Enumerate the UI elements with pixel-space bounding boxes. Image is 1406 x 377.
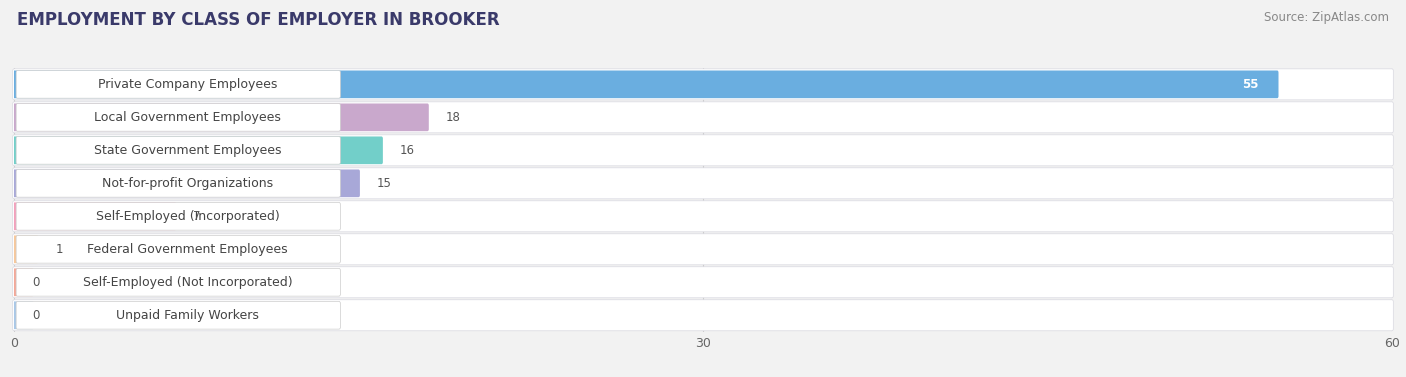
FancyBboxPatch shape xyxy=(13,168,1393,199)
Text: Self-Employed (Incorporated): Self-Employed (Incorporated) xyxy=(96,210,280,223)
FancyBboxPatch shape xyxy=(13,102,1393,133)
FancyBboxPatch shape xyxy=(13,302,34,329)
FancyBboxPatch shape xyxy=(13,135,1393,166)
FancyBboxPatch shape xyxy=(13,201,1393,232)
FancyBboxPatch shape xyxy=(13,69,1393,100)
Text: Self-Employed (Not Incorporated): Self-Employed (Not Incorporated) xyxy=(83,276,292,289)
FancyBboxPatch shape xyxy=(15,170,340,197)
FancyBboxPatch shape xyxy=(15,104,340,131)
Text: 7: 7 xyxy=(193,210,201,223)
Text: State Government Employees: State Government Employees xyxy=(94,144,281,157)
Text: Private Company Employees: Private Company Employees xyxy=(98,78,277,91)
Text: EMPLOYMENT BY CLASS OF EMPLOYER IN BROOKER: EMPLOYMENT BY CLASS OF EMPLOYER IN BROOK… xyxy=(17,11,499,29)
Text: 55: 55 xyxy=(1243,78,1258,91)
Text: 0: 0 xyxy=(32,309,39,322)
Text: 0: 0 xyxy=(32,276,39,289)
Text: 18: 18 xyxy=(446,111,461,124)
FancyBboxPatch shape xyxy=(15,136,340,164)
FancyBboxPatch shape xyxy=(13,268,34,296)
FancyBboxPatch shape xyxy=(13,136,382,164)
FancyBboxPatch shape xyxy=(15,70,340,98)
Text: Not-for-profit Organizations: Not-for-profit Organizations xyxy=(101,177,273,190)
FancyBboxPatch shape xyxy=(13,104,429,131)
Text: 1: 1 xyxy=(55,243,63,256)
FancyBboxPatch shape xyxy=(15,235,340,263)
FancyBboxPatch shape xyxy=(13,234,1393,265)
Text: Source: ZipAtlas.com: Source: ZipAtlas.com xyxy=(1264,11,1389,24)
FancyBboxPatch shape xyxy=(13,235,38,263)
Text: Local Government Employees: Local Government Employees xyxy=(94,111,281,124)
Text: Unpaid Family Workers: Unpaid Family Workers xyxy=(117,309,259,322)
FancyBboxPatch shape xyxy=(13,70,1278,98)
Text: Federal Government Employees: Federal Government Employees xyxy=(87,243,288,256)
FancyBboxPatch shape xyxy=(13,300,1393,331)
FancyBboxPatch shape xyxy=(15,202,340,230)
Text: 15: 15 xyxy=(377,177,392,190)
FancyBboxPatch shape xyxy=(13,202,176,230)
FancyBboxPatch shape xyxy=(15,268,340,296)
FancyBboxPatch shape xyxy=(13,267,1393,298)
Text: 16: 16 xyxy=(399,144,415,157)
FancyBboxPatch shape xyxy=(15,302,340,329)
FancyBboxPatch shape xyxy=(13,170,360,197)
